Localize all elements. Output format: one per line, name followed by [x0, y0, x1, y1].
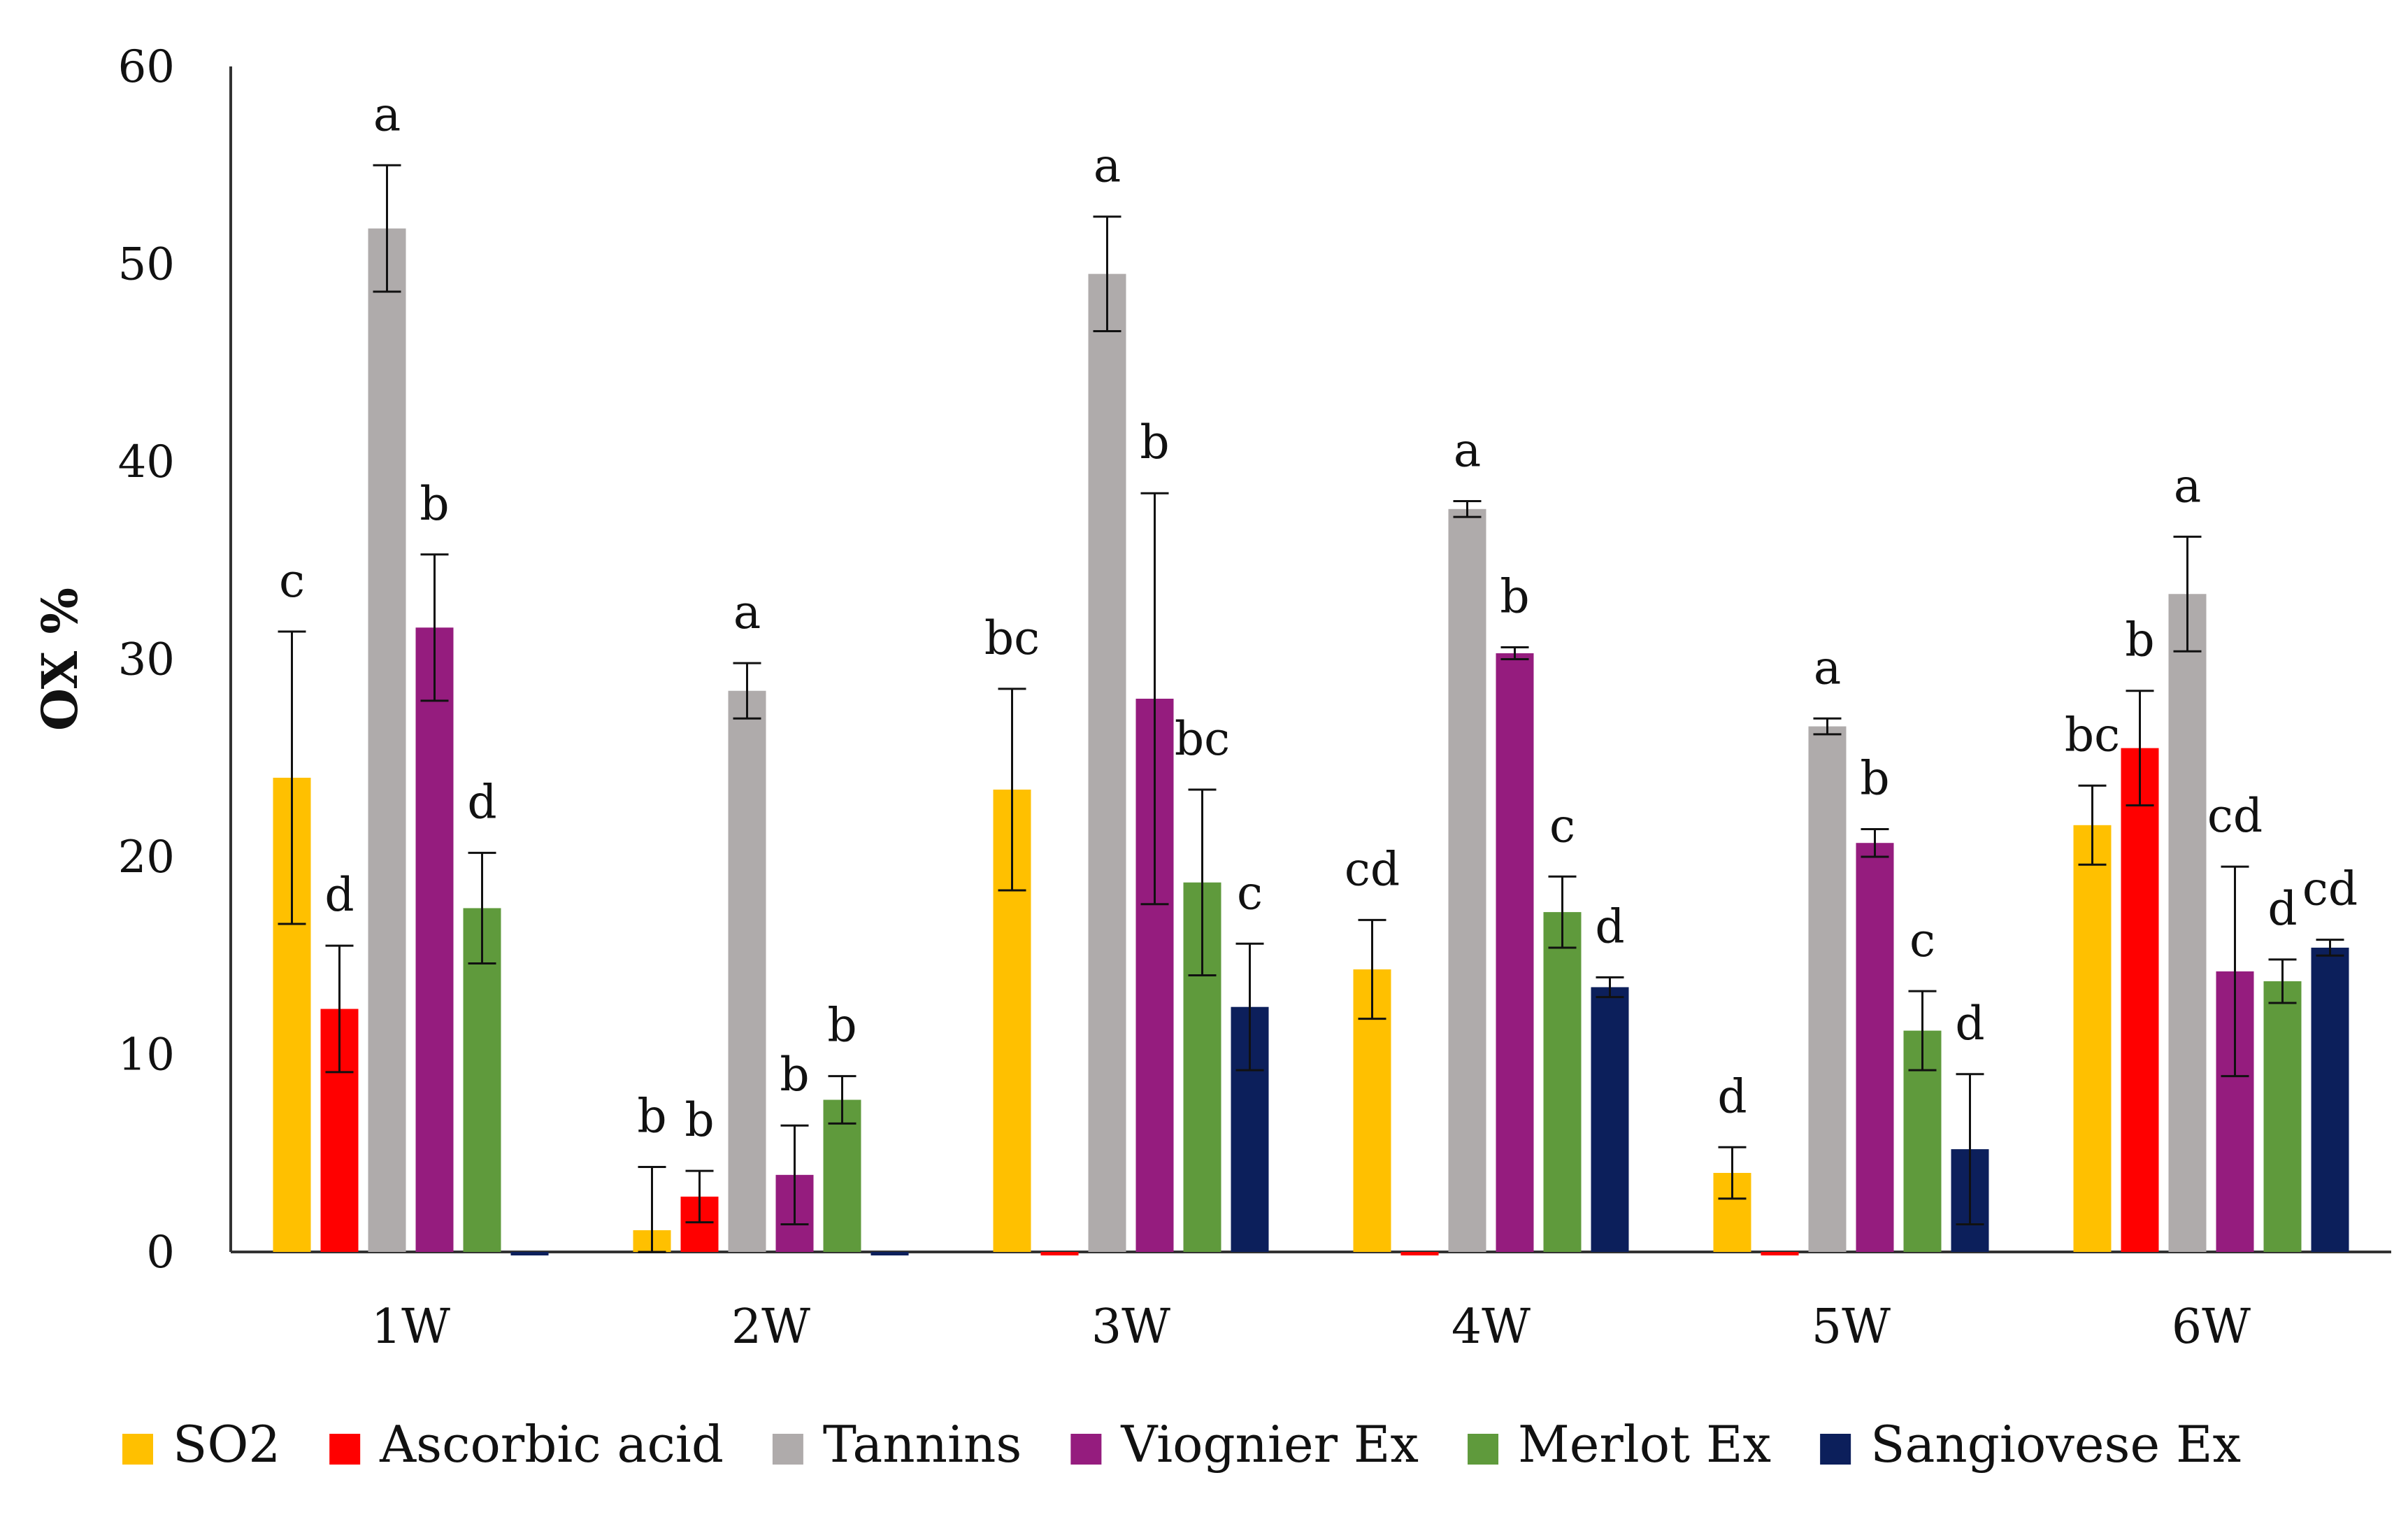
y-tick-label: 60 — [118, 41, 175, 93]
significance-letter: d — [2267, 882, 2297, 936]
legend-label: SO2 — [173, 1415, 280, 1474]
legend-item: Ascorbic acid — [329, 1415, 724, 1474]
significance-letter: cd — [2302, 862, 2358, 916]
bar-viognier-ex-5w — [1856, 843, 1894, 1252]
bar-ascorbic-acid-5w-zero — [1761, 1252, 1799, 1255]
significance-letter: c — [1237, 866, 1263, 920]
legend-swatch — [329, 1434, 361, 1465]
bar-sangiovese-ex-4w — [1591, 987, 1629, 1252]
significance-letter: b — [685, 1093, 714, 1147]
significance-letter: a — [1094, 139, 1121, 193]
bar-merlot-ex-1w — [463, 908, 501, 1252]
y-tick-label: 20 — [118, 832, 175, 883]
bar-viognier-ex-1w — [415, 627, 454, 1252]
significance-letter: b — [420, 477, 449, 531]
bar-ascorbic-acid-4w-zero — [1400, 1252, 1439, 1255]
axes: 0 10 20 30 40 50 60 OX % 1W 2W 3W 4W 5W 6W — [31, 41, 2391, 1355]
significance-letter: a — [1814, 641, 1841, 695]
bar-ascorbic-acid-3w-zero — [1040, 1252, 1079, 1255]
significance-letter: b — [1500, 570, 1529, 624]
legend-label: Ascorbic acid — [379, 1415, 724, 1474]
legend-swatch — [1070, 1434, 1102, 1465]
x-tick-label: 1W — [371, 1299, 450, 1355]
significance-letter: b — [1860, 751, 1889, 805]
significance-letter: bc — [1175, 712, 1230, 766]
legend-swatch — [1468, 1434, 1499, 1465]
significance-letter: a — [733, 585, 761, 639]
significance-letter: bc — [2065, 708, 2120, 762]
legend-label: Viognier Ex — [1120, 1415, 1419, 1474]
significance-letter: b — [637, 1090, 666, 1144]
y-tick-label: 40 — [118, 436, 175, 488]
bar-sangiovese-ex-2w-zero — [870, 1252, 909, 1255]
significance-letter: b — [2125, 613, 2154, 667]
legend-label: Tannins — [823, 1415, 1022, 1474]
bars — [273, 228, 2349, 1255]
significance-letter: cd — [1345, 842, 1400, 896]
bar-tannins-1w — [368, 228, 406, 1252]
bar-tannins-6w — [2168, 594, 2207, 1252]
legend-item: Viognier Ex — [1070, 1415, 1419, 1474]
significance-letter: a — [373, 87, 401, 141]
bar-tannins-2w — [728, 690, 766, 1252]
bar-tannins-4w — [1448, 508, 1486, 1252]
legend-label: Merlot Ex — [1518, 1415, 1771, 1474]
significance-letter: a — [2174, 459, 2201, 513]
legend-item: Sangiovese Ex — [1820, 1415, 2241, 1474]
bar-merlot-ex-4w — [1543, 912, 1582, 1252]
error-bars — [278, 164, 2344, 1253]
y-tick-label: 50 — [118, 239, 175, 291]
x-tick-label: 2W — [731, 1299, 810, 1355]
significance-letter: cd — [2207, 789, 2263, 843]
y-axis-title: OX % — [31, 588, 89, 731]
significance-letter: a — [1454, 424, 1481, 478]
legend-swatch — [122, 1434, 153, 1465]
y-tick-label: 10 — [118, 1030, 175, 1081]
legend-swatch — [772, 1434, 803, 1465]
significance-letter: c — [1549, 799, 1575, 853]
significance-letter: d — [467, 775, 496, 829]
significance-letter: b — [1140, 415, 1169, 469]
significance-letter: c — [279, 554, 305, 608]
x-tick-label: 5W — [1812, 1299, 1891, 1355]
significance-letter: bc — [984, 611, 1040, 665]
significance-letter: b — [780, 1048, 809, 1102]
bar-viognier-ex-4w — [1496, 653, 1534, 1252]
x-tick-label: 3W — [1091, 1299, 1170, 1355]
legend-item: Merlot Ex — [1468, 1415, 1771, 1474]
legend: SO2 Ascorbic acid Tannins Viognier Ex Merlot… — [122, 1415, 2241, 1474]
significance-letter: d — [324, 868, 354, 922]
bar-merlot-ex-2w — [823, 1099, 861, 1252]
y-tick-label: 0 — [146, 1227, 175, 1279]
x-tick-label: 4W — [1452, 1299, 1531, 1355]
legend-label: Sangiovese Ex — [1870, 1415, 2241, 1474]
bar-ascorbic-acid-6w — [2121, 748, 2159, 1252]
significance-letter: c — [1909, 913, 1935, 967]
significance-letter: d — [1717, 1069, 1747, 1123]
bar-tannins-3w — [1088, 273, 1126, 1252]
legend-item: Tannins — [772, 1415, 1022, 1474]
significance-letter: b — [827, 999, 857, 1053]
x-tick-label: 6W — [2172, 1299, 2251, 1355]
bar-sangiovese-ex-1w-zero — [510, 1252, 549, 1255]
bar-merlot-ex-6w — [2263, 981, 2302, 1252]
bar-tannins-5w — [1808, 726, 1847, 1252]
legend-item: SO2 — [122, 1415, 280, 1474]
bar-sangiovese-ex-6w — [2311, 947, 2349, 1252]
legend-swatch — [1820, 1434, 1851, 1465]
y-tick-label: 30 — [118, 634, 175, 686]
bar-so2-6w — [2073, 825, 2112, 1252]
significance-letter: d — [1955, 997, 1984, 1051]
significance-letter: d — [1595, 899, 1624, 953]
